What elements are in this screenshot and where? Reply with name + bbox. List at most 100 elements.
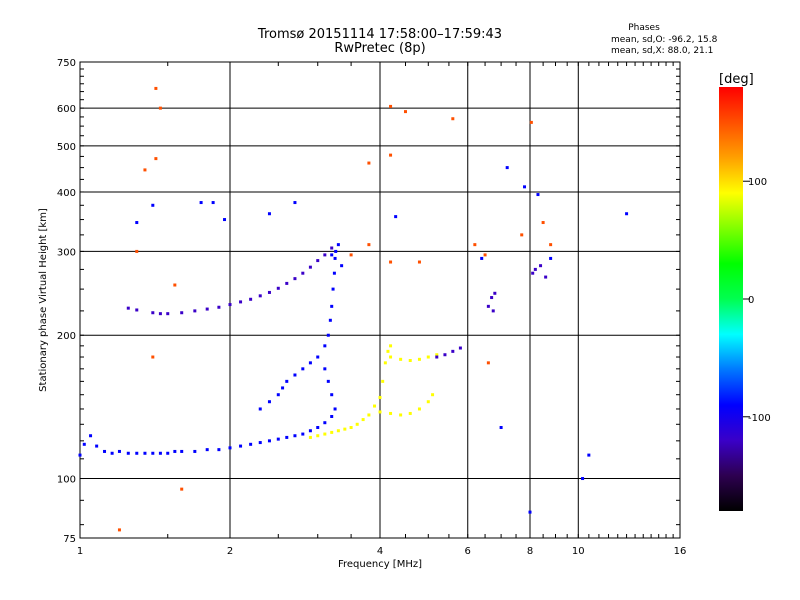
data-point xyxy=(285,379,289,383)
data-point xyxy=(239,444,243,448)
data-point xyxy=(493,291,497,295)
chart-subtitle: RwPretec (8p) xyxy=(334,41,425,56)
data-point xyxy=(293,434,297,438)
data-point xyxy=(349,425,353,429)
data-point xyxy=(326,333,330,337)
data-point xyxy=(531,271,535,275)
data-point xyxy=(323,432,327,436)
x-tick-label: 2 xyxy=(227,546,233,557)
data-point xyxy=(361,418,365,422)
data-point xyxy=(340,264,344,268)
data-point xyxy=(378,395,382,399)
data-point xyxy=(373,404,377,408)
data-point xyxy=(426,400,430,404)
x-axis-label: Frequency [MHz] xyxy=(338,559,422,570)
x-tick-label: 8 xyxy=(527,546,533,557)
data-point xyxy=(82,442,86,446)
data-point xyxy=(399,413,403,417)
y-tick-label: 300 xyxy=(57,247,76,258)
data-point xyxy=(333,407,337,411)
data-point xyxy=(451,349,455,353)
data-point xyxy=(336,243,340,247)
y-tick-label: 750 xyxy=(57,58,76,69)
data-point xyxy=(158,106,162,110)
data-point xyxy=(349,253,353,257)
data-point xyxy=(173,449,177,453)
data-point xyxy=(330,304,334,308)
data-point xyxy=(486,361,490,365)
data-point xyxy=(625,212,629,216)
x-tick-label: 4 xyxy=(377,546,383,557)
data-point xyxy=(316,259,320,263)
data-point xyxy=(386,349,390,353)
colorbar-tick-label: 100 xyxy=(748,177,767,188)
y-tick-label: 200 xyxy=(57,331,76,342)
y-tick-label: 75 xyxy=(63,534,76,545)
data-point xyxy=(301,432,305,436)
data-point xyxy=(417,260,421,264)
data-point xyxy=(330,414,334,418)
y-tick-label: 600 xyxy=(57,104,76,115)
data-point xyxy=(276,286,280,290)
data-point xyxy=(426,355,430,359)
data-point xyxy=(332,271,336,275)
data-point xyxy=(490,296,494,300)
data-point xyxy=(249,442,253,446)
data-point xyxy=(308,361,312,365)
data-point xyxy=(331,287,335,291)
data-point xyxy=(151,203,155,207)
x-tick-label: 10 xyxy=(572,546,585,557)
data-point xyxy=(529,120,533,124)
data-points xyxy=(78,86,629,532)
data-point xyxy=(173,283,177,287)
data-point xyxy=(541,221,545,225)
data-point xyxy=(258,441,262,445)
data-point xyxy=(473,243,477,247)
data-point xyxy=(249,297,253,301)
data-point xyxy=(154,86,158,90)
data-point xyxy=(399,357,403,361)
chart-title: Tromsø 20151114 17:58:00–17:59:43 xyxy=(257,27,502,42)
data-point xyxy=(417,357,421,361)
colorbar-label: [deg] xyxy=(719,72,754,87)
data-point xyxy=(258,294,262,298)
data-point xyxy=(435,355,439,359)
data-point xyxy=(334,249,338,253)
data-point xyxy=(258,407,262,411)
data-point xyxy=(394,215,398,219)
y-axis-label: Stationary phase Virtual Height [km] xyxy=(38,208,49,392)
data-point xyxy=(151,451,155,455)
data-point xyxy=(486,304,490,308)
data-point xyxy=(343,427,347,431)
data-point xyxy=(205,448,209,452)
data-point xyxy=(443,353,447,357)
stats-line-o: mean, sd,O: -96.2, 15.8 xyxy=(611,35,718,45)
data-point xyxy=(193,309,197,313)
data-point xyxy=(323,367,327,371)
data-point xyxy=(499,425,503,429)
data-point xyxy=(330,253,334,257)
data-point xyxy=(355,422,359,426)
data-point xyxy=(126,451,130,455)
data-point xyxy=(389,411,393,415)
data-point xyxy=(135,308,139,312)
data-point xyxy=(316,425,320,429)
data-point xyxy=(520,233,524,237)
data-point xyxy=(135,451,139,455)
data-point xyxy=(378,410,382,414)
data-point xyxy=(281,386,285,390)
data-point xyxy=(544,275,548,279)
data-point xyxy=(158,312,162,316)
data-point xyxy=(126,306,130,310)
data-point xyxy=(211,201,215,205)
data-point xyxy=(285,435,289,439)
data-point xyxy=(267,439,271,443)
data-point xyxy=(483,253,487,257)
data-point xyxy=(336,429,340,433)
x-tick-label: 16 xyxy=(674,546,687,557)
data-point xyxy=(383,361,387,365)
data-point xyxy=(330,393,334,397)
data-point xyxy=(217,448,221,452)
data-point xyxy=(389,344,393,348)
